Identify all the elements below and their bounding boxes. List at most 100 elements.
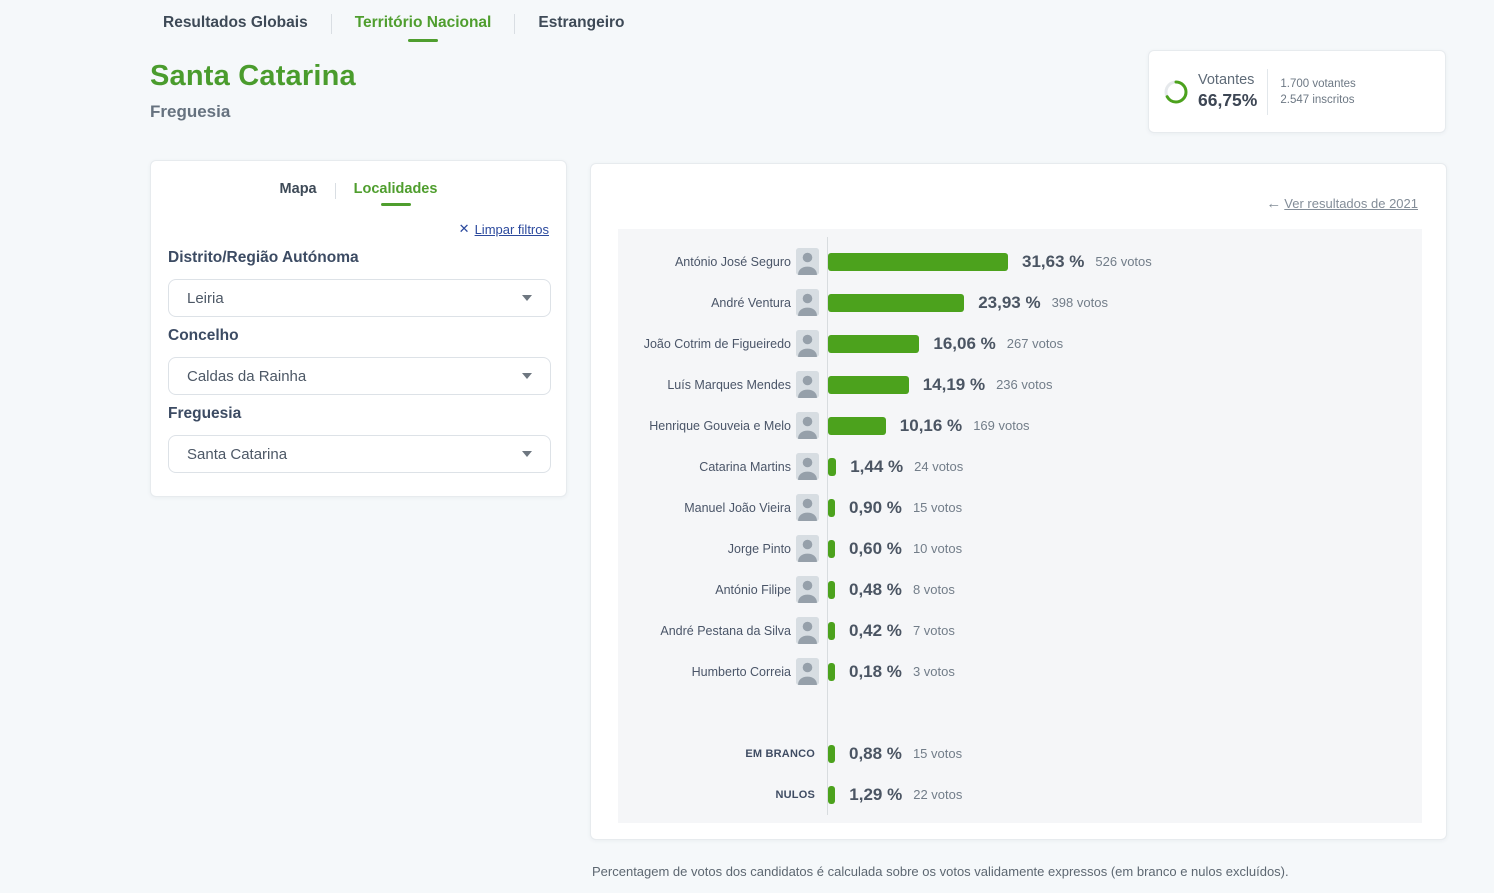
page-title: Santa Catarina [150, 60, 356, 92]
chart-axis-line [827, 237, 828, 815]
tab-label: Resultados Globais [163, 14, 308, 31]
percent-value: 0,88 % [849, 743, 902, 763]
footer-note: Percentagem de votos dos candidatos é ca… [592, 864, 1289, 879]
municipality-select-value: Caldas da Rainha [187, 367, 307, 385]
percent-value: 1,29 % [849, 784, 903, 804]
candidate-avatar [796, 453, 819, 480]
candidate-row: André Pestana da Silva 0,42 % 7 votos [618, 610, 1422, 651]
votes-value: 8 votos [912, 582, 955, 597]
result-bar [828, 580, 835, 599]
tab-estrangeiro[interactable]: Estrangeiro [538, 10, 624, 42]
votes-value: 3 votos [912, 664, 955, 679]
municipality-select[interactable]: Caldas da Rainha [168, 357, 551, 395]
candidate-name: António Filipe [715, 582, 791, 597]
candidate-avatar [796, 248, 819, 275]
percent-value: 31,63 % [1022, 251, 1085, 271]
nav-separator [514, 14, 516, 34]
percent-value: 10,16 % [899, 415, 963, 435]
filters-card: Mapa Localidades ✕ Limpar filtros Distri… [150, 160, 567, 497]
percent-value: 0,60 % [849, 538, 902, 558]
result-bar [828, 457, 837, 476]
result-bar [828, 334, 920, 353]
chevron-down-icon [522, 451, 532, 457]
special-row: EM BRANCO 0,88 % 15 votos [618, 733, 1422, 774]
result-bar [828, 744, 835, 763]
parish-select[interactable]: Santa Catarina [168, 435, 551, 473]
tab-underline [566, 39, 596, 42]
tab-resultados-globais[interactable]: Resultados Globais [163, 10, 308, 42]
percent-value: 0,90 % [849, 497, 902, 517]
top-navigation: Resultados Globais Território Nacional E… [163, 10, 625, 42]
parish-label: Freguesia [168, 405, 242, 422]
turnout-percent: 66,75% [1198, 90, 1258, 110]
turnout-divider [1267, 68, 1269, 115]
special-row: NULOS 1,29 % 22 votos [618, 774, 1422, 815]
candidate-row: Catarina Martins 1,44 % 24 votos [618, 446, 1422, 487]
votes-value: 236 votos [996, 377, 1053, 392]
turnout-donut-icon [1164, 80, 1188, 103]
turnout-label: Votantes [1198, 72, 1255, 88]
district-select[interactable]: Leiria [168, 279, 551, 317]
votes-value: 10 votos [912, 541, 963, 556]
active-tab-underline [408, 39, 439, 42]
candidate-name: Jorge Pinto [727, 541, 791, 556]
result-bar [828, 662, 835, 681]
result-bar [828, 375, 909, 394]
candidate-row: Henrique Gouveia e Melo 10,16 % 169 votos [618, 405, 1422, 446]
candidate-name: André Pestana da Silva [660, 623, 791, 638]
candidate-row: Luís Marques Mendes 14,19 % 236 votos [618, 364, 1422, 405]
candidate-avatar [796, 658, 819, 685]
candidate-name: Humberto Correia [691, 664, 791, 679]
district-select-value: Leiria [187, 289, 224, 307]
result-bar [828, 539, 835, 558]
arrow-left-icon: ← [1266, 195, 1282, 212]
percent-value: 0,18 % [849, 661, 902, 681]
parish-select-value: Santa Catarina [187, 445, 288, 463]
candidate-avatar [796, 617, 819, 644]
tab-underline [220, 39, 250, 42]
tab-label: Localidades [353, 181, 438, 197]
candidate-avatar [796, 371, 819, 398]
filter-tab-separator [334, 183, 336, 199]
candidate-name: André Ventura [711, 295, 791, 310]
votes-value: 15 votos [912, 500, 963, 515]
special-rows: EM BRANCO 0,88 % 15 votos NULOS 1,29 % 22 vot… [618, 733, 1422, 815]
turnout-voters: 1.700 votantes [1280, 77, 1356, 90]
percent-value: 16,06 % [933, 333, 996, 353]
candidate-name: Manuel João Vieira [684, 500, 791, 515]
clear-filters-link[interactable]: ✕ Limpar filtros [459, 221, 549, 237]
percent-value: 23,93 % [978, 292, 1041, 312]
candidate-avatar [796, 535, 819, 562]
candidate-name: Luís Marques Mendes [667, 377, 791, 392]
result-bar [828, 293, 965, 312]
turnout-card: Votantes 66,75% 1.700 votantes 2.547 ins… [1148, 50, 1446, 133]
candidate-name: Henrique Gouveia e Melo [649, 418, 791, 433]
chevron-down-icon [522, 373, 532, 379]
tab-mapa[interactable]: Mapa [280, 181, 317, 206]
candidate-row: André Ventura 23,93 % 398 votos [618, 282, 1422, 323]
candidate-row: António Filipe 0,48 % 8 votos [618, 569, 1422, 610]
votes-value: 398 votos [1051, 295, 1108, 310]
page-subtitle: Freguesia [150, 102, 231, 121]
candidate-avatar [796, 576, 819, 603]
filter-tabs: Mapa Localidades [151, 161, 566, 206]
special-label: NULOS [775, 788, 815, 801]
tab-label: Estrangeiro [538, 14, 625, 31]
candidate-name: Catarina Martins [699, 459, 791, 474]
previous-results-link[interactable]: ← Ver resultados de 2021 [1266, 195, 1418, 212]
turnout-registered: 2.547 inscritos [1280, 93, 1355, 106]
candidate-row: Jorge Pinto 0,60 % 10 votos [618, 528, 1422, 569]
tab-underline [283, 203, 313, 206]
clear-filters-label: Limpar filtros [474, 221, 549, 237]
votes-value: 526 votos [1095, 254, 1152, 269]
candidate-avatar [796, 330, 819, 357]
close-icon: ✕ [458, 221, 470, 236]
tab-localidades[interactable]: Localidades [353, 181, 438, 206]
tab-territorio-nacional[interactable]: Território Nacional [355, 10, 491, 42]
result-bar [828, 416, 886, 435]
percent-value: 14,19 % [922, 374, 986, 394]
candidate-row: António José Seguro 31,63 % 526 votos [618, 241, 1422, 282]
candidate-avatar [796, 412, 819, 439]
results-card: ← Ver resultados de 2021 António José Se… [590, 163, 1447, 840]
candidate-row: João Cotrim de Figueiredo 16,06 % 267 voto… [618, 323, 1422, 364]
